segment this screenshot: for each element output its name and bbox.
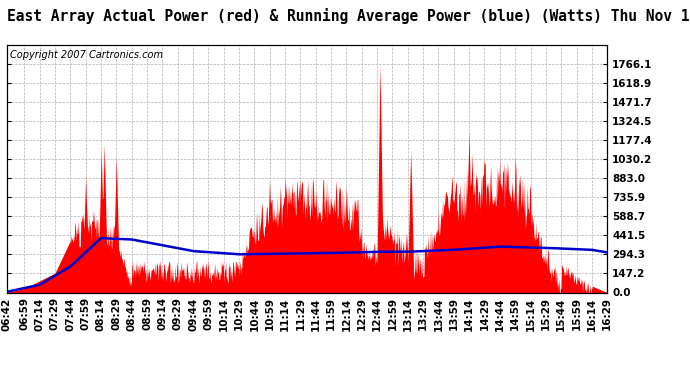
Text: East Array Actual Power (red) & Running Average Power (blue) (Watts) Thu Nov 15 : East Array Actual Power (red) & Running … <box>7 8 690 24</box>
Text: Copyright 2007 Cartronics.com: Copyright 2007 Cartronics.com <box>10 50 163 60</box>
